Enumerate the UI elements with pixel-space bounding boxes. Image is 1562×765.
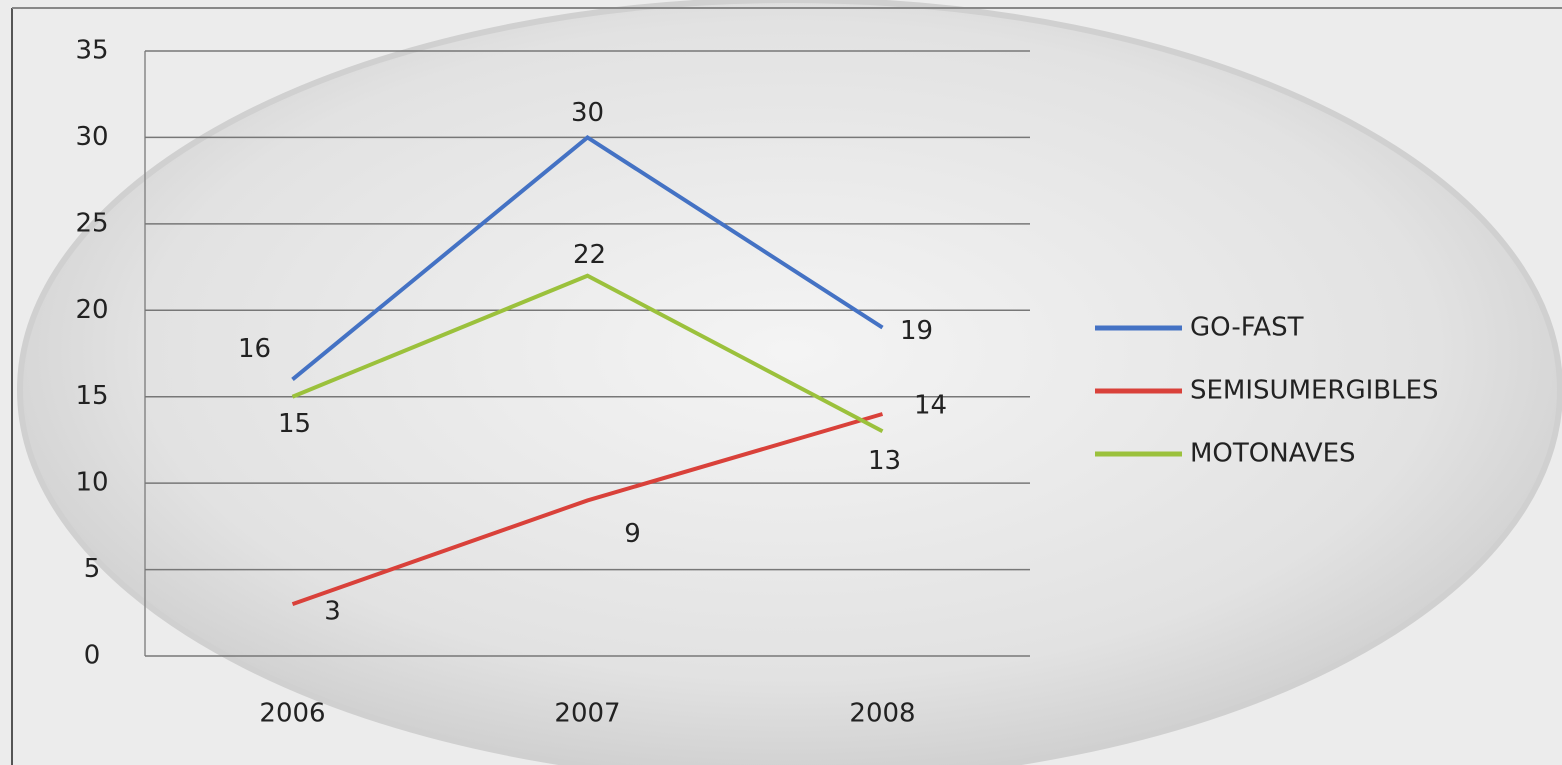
data-label: 13 bbox=[868, 446, 901, 476]
y-tick-label: 0 bbox=[84, 641, 101, 671]
data-label: 15 bbox=[278, 409, 311, 439]
y-tick-label: 30 bbox=[75, 122, 108, 152]
y-tick-label: 15 bbox=[75, 381, 108, 411]
data-label: 22 bbox=[573, 240, 606, 270]
y-tick-label: 35 bbox=[75, 36, 108, 66]
data-label: 14 bbox=[914, 391, 947, 421]
data-label: 19 bbox=[900, 316, 933, 346]
data-label: 3 bbox=[324, 597, 341, 627]
x-tick-label: 2007 bbox=[554, 699, 620, 729]
y-tick-label: 20 bbox=[75, 295, 108, 325]
x-tick-label: 2006 bbox=[259, 699, 325, 729]
x-tick-label: 2008 bbox=[849, 699, 915, 729]
y-tick-label: 10 bbox=[75, 468, 108, 498]
y-tick-label: 5 bbox=[84, 554, 101, 584]
data-label: 16 bbox=[238, 334, 271, 364]
legend-label: GO-FAST bbox=[1190, 313, 1304, 343]
data-label: 9 bbox=[624, 519, 641, 549]
legend-label: MOTONAVES bbox=[1190, 439, 1356, 469]
series-line bbox=[291, 273, 884, 434]
y-tick-label: 25 bbox=[75, 208, 108, 238]
data-label: 30 bbox=[571, 98, 604, 128]
series-line bbox=[291, 134, 884, 381]
series-line bbox=[291, 412, 884, 607]
legend-label: SEMISUMERGIBLES bbox=[1190, 376, 1439, 406]
